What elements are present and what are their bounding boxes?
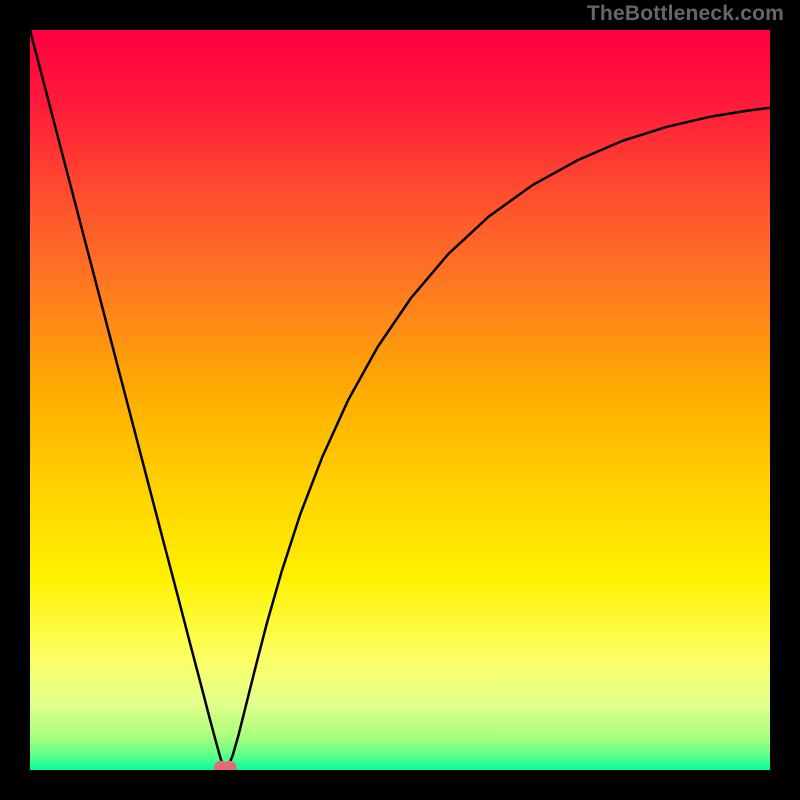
- curve-layer: [30, 30, 770, 770]
- chart-frame: TheBottleneck.com: [0, 0, 800, 800]
- watermark-text: TheBottleneck.com: [587, 2, 784, 26]
- plot-area: [30, 30, 770, 770]
- bottleneck-curve: [30, 30, 770, 770]
